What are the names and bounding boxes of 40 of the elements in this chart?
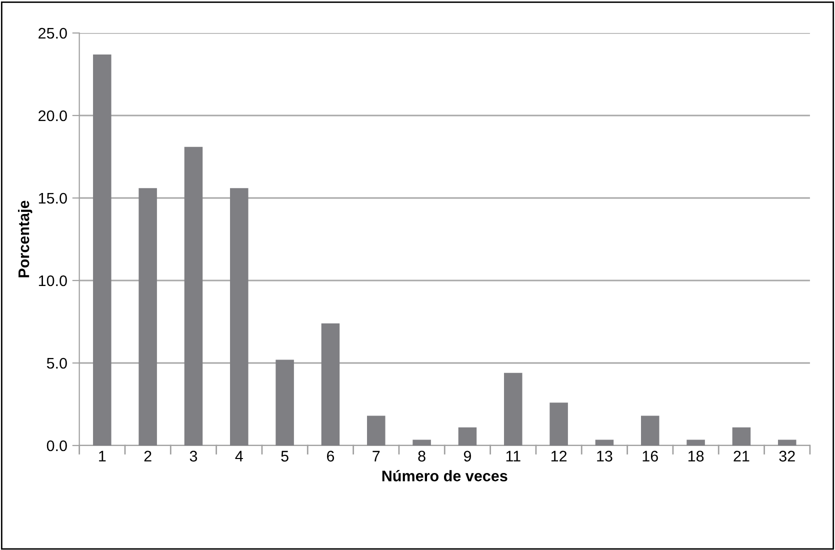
x-tick-label: 8: [418, 450, 426, 462]
bar: [686, 440, 705, 446]
y-tick-label: 10.0: [38, 275, 67, 286]
x-tick-label: 9: [464, 450, 471, 462]
x-tick-label: 6: [327, 450, 334, 462]
y-tick-label: 15.0: [38, 192, 67, 204]
bar: [184, 146, 203, 446]
x-tick-label: 21: [734, 450, 750, 462]
bar: [778, 440, 796, 446]
bar: [230, 188, 248, 446]
bar: [732, 427, 751, 446]
y-tick-label: 5.0: [46, 358, 67, 369]
x-tick-label: 7: [372, 450, 380, 462]
x-tick-label: 16: [642, 450, 658, 462]
bar: [458, 427, 477, 446]
bar: [640, 416, 660, 446]
bar: [504, 372, 522, 446]
x-tick-label: 1: [99, 450, 106, 462]
bar: [412, 440, 431, 446]
x-tick-label: 4: [235, 450, 243, 462]
bar: [138, 188, 157, 446]
bar: [276, 360, 294, 446]
bar: [595, 440, 614, 446]
x-tick-label: 3: [190, 450, 198, 462]
bar: [321, 323, 340, 446]
bar: [550, 402, 568, 446]
bar: [93, 54, 112, 446]
y-axis-title: Porcentaje: [18, 200, 32, 278]
x-tick-label: 11: [506, 450, 520, 462]
x-tick-label: 13: [597, 450, 612, 462]
x-tick-label: 5: [281, 450, 288, 462]
bar: [367, 416, 386, 446]
x-tick-label: 12: [551, 450, 567, 462]
y-tick-label: 25.0: [38, 28, 67, 39]
y-tick-label: 20.0: [38, 110, 67, 122]
x-tick-label: 32: [779, 450, 795, 462]
x-axis-title: Número de veces: [382, 470, 508, 482]
y-tick-label: 0.0: [46, 440, 67, 452]
x-tick-label: 2: [144, 450, 152, 462]
x-tick-label: 18: [688, 450, 704, 462]
